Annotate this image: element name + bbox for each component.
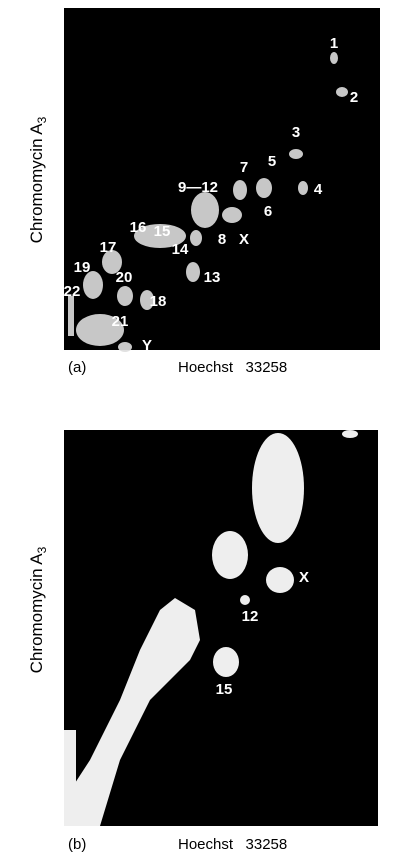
- panel-b-image: [64, 430, 378, 826]
- spot-label: 9—12: [178, 179, 218, 196]
- spot-label: 4: [314, 181, 323, 198]
- spot-label: 12: [242, 608, 259, 625]
- spot-label: 7: [240, 159, 248, 176]
- spot-label: 13: [204, 269, 221, 286]
- spot-label: 16: [130, 219, 147, 236]
- spot-label: X: [299, 569, 309, 586]
- panel-a-image: [64, 8, 380, 352]
- spot-label: 17: [100, 239, 117, 256]
- y-axis-label: Chromomycin A3: [27, 546, 49, 673]
- y-axis-label-text: Chromomycin A: [27, 123, 46, 244]
- panel-label: (a): [68, 359, 86, 376]
- spot-label: 6: [264, 203, 272, 220]
- spot-label: 15: [154, 223, 171, 240]
- y-axis-label-subscript: 3: [35, 116, 49, 123]
- figure: (a)Hoechst 33258Chromomycin A312345679—1…: [0, 0, 416, 857]
- spot-label: 2: [350, 89, 358, 106]
- spot-label: 19: [74, 259, 91, 276]
- spot-label: 22: [64, 283, 81, 300]
- panel-label: (b): [68, 836, 86, 853]
- spot-label: 20: [116, 269, 133, 286]
- spot-label: 1: [330, 35, 338, 52]
- spot-label: Y: [142, 337, 152, 354]
- spot-label: X: [239, 231, 249, 248]
- x-axis-label: Hoechst 33258: [178, 836, 287, 853]
- spot-label: 18: [150, 293, 167, 310]
- y-axis-label-text: Chromomycin A: [27, 553, 46, 674]
- spot-label: 21: [112, 313, 129, 330]
- spot-label: 15: [216, 681, 233, 698]
- spot-label: 8: [218, 231, 226, 248]
- y-axis-label: Chromomycin A3: [27, 116, 49, 243]
- spot-label: 14: [172, 241, 189, 258]
- spot-label: 5: [268, 153, 276, 170]
- spot-label: 3: [292, 124, 300, 141]
- x-axis-label: Hoechst 33258: [178, 359, 287, 376]
- y-axis-label-subscript: 3: [35, 546, 49, 553]
